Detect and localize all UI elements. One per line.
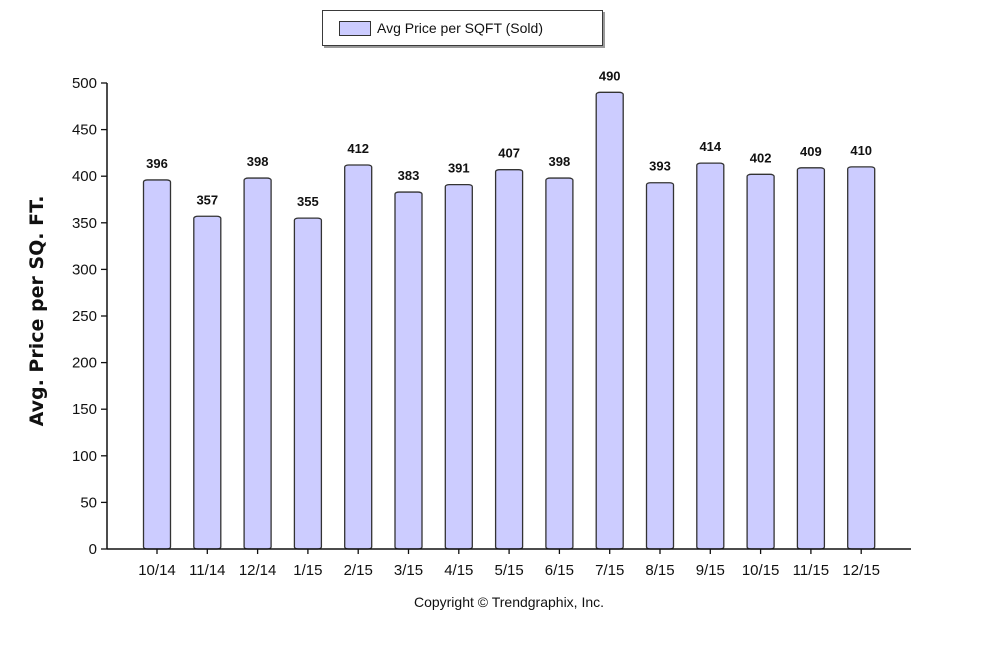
y-tick-label: 400: [72, 168, 97, 185]
x-tick-label: 10/15: [742, 562, 780, 579]
chart-legend: Avg Price per SQFT (Sold): [322, 10, 603, 46]
x-tick-label: 8/15: [645, 562, 674, 579]
bar-value-label: 490: [599, 68, 621, 83]
copyright-text: Copyright © Trendgraphix, Inc.: [414, 594, 604, 610]
x-tick-label: 2/15: [344, 562, 373, 579]
bar: [193, 215, 222, 550]
x-tick-label: 6/15: [545, 562, 574, 579]
y-tick-label: 350: [72, 215, 97, 232]
y-tick-label: 250: [72, 308, 97, 325]
bar: [847, 166, 876, 550]
x-tick-label: 12/15: [842, 562, 880, 579]
bar: [394, 191, 423, 550]
bar: [444, 183, 473, 550]
x-tick-label: 7/15: [595, 562, 624, 579]
x-tick-label: 11/14: [189, 562, 225, 579]
bar-value-label: 398: [549, 154, 571, 169]
bar: [746, 173, 775, 550]
y-tick-label: 100: [72, 448, 97, 465]
bar: [645, 182, 675, 550]
bar-value-label: 407: [498, 146, 520, 161]
y-tick-label: 300: [72, 261, 97, 278]
y-tick-label: 0: [89, 541, 97, 558]
x-tick-label: 9/15: [696, 562, 725, 579]
bar-value-label: 357: [196, 192, 218, 207]
bar-value-label: 391: [448, 161, 470, 176]
bar-value-label: 410: [850, 143, 872, 158]
bar-value-label: 396: [146, 156, 168, 171]
bar-value-label: 398: [247, 154, 269, 169]
bar: [142, 179, 172, 550]
bar: [494, 169, 524, 550]
y-tick-label: 500: [72, 75, 97, 92]
x-tick-label: 3/15: [394, 562, 423, 579]
bar-value-label: 383: [398, 168, 420, 183]
legend-label: Avg Price per SQFT (Sold): [377, 20, 543, 36]
bar: [243, 177, 272, 550]
y-tick-label: 150: [72, 401, 97, 418]
bar: [696, 162, 725, 550]
bar-value-label: 393: [649, 159, 671, 174]
bar-value-label: 409: [800, 144, 822, 159]
y-tick-label: 50: [80, 494, 97, 511]
x-axis-ticks: 10/14 11/14 12/14 1/15 2/15 3/15 4/15 5/15 6/15 7…: [138, 549, 880, 579]
y-axis-title: Avg. Price per SQ. FT.: [26, 196, 48, 427]
x-tick-label: 12/14: [239, 562, 277, 579]
y-axis-ticks: 0 50 100 150 200 250 300 350 400 450 500: [72, 75, 107, 558]
bar: [796, 167, 826, 550]
x-tick-label: 5/15: [494, 562, 523, 579]
bar: [293, 217, 323, 550]
x-tick-label: 11/15: [793, 562, 829, 579]
x-tick-label: 4/15: [444, 562, 473, 579]
bar: [545, 177, 574, 550]
bars: 396 357 398 355 412 383 391 407 398 490 393 414 402 4…: [142, 68, 876, 550]
y-tick-label: 450: [72, 122, 97, 139]
y-tick-label: 200: [72, 355, 97, 372]
legend-swatch: [339, 20, 371, 36]
x-tick-label: 1/15: [293, 562, 322, 579]
x-tick-label: 10/14: [138, 562, 176, 579]
bar-value-label: 402: [750, 150, 772, 165]
bar-value-label: 412: [347, 141, 369, 156]
bar: [595, 91, 624, 550]
bar: [344, 164, 373, 550]
bar-value-label: 414: [699, 139, 721, 154]
bar-value-label: 355: [297, 194, 319, 209]
